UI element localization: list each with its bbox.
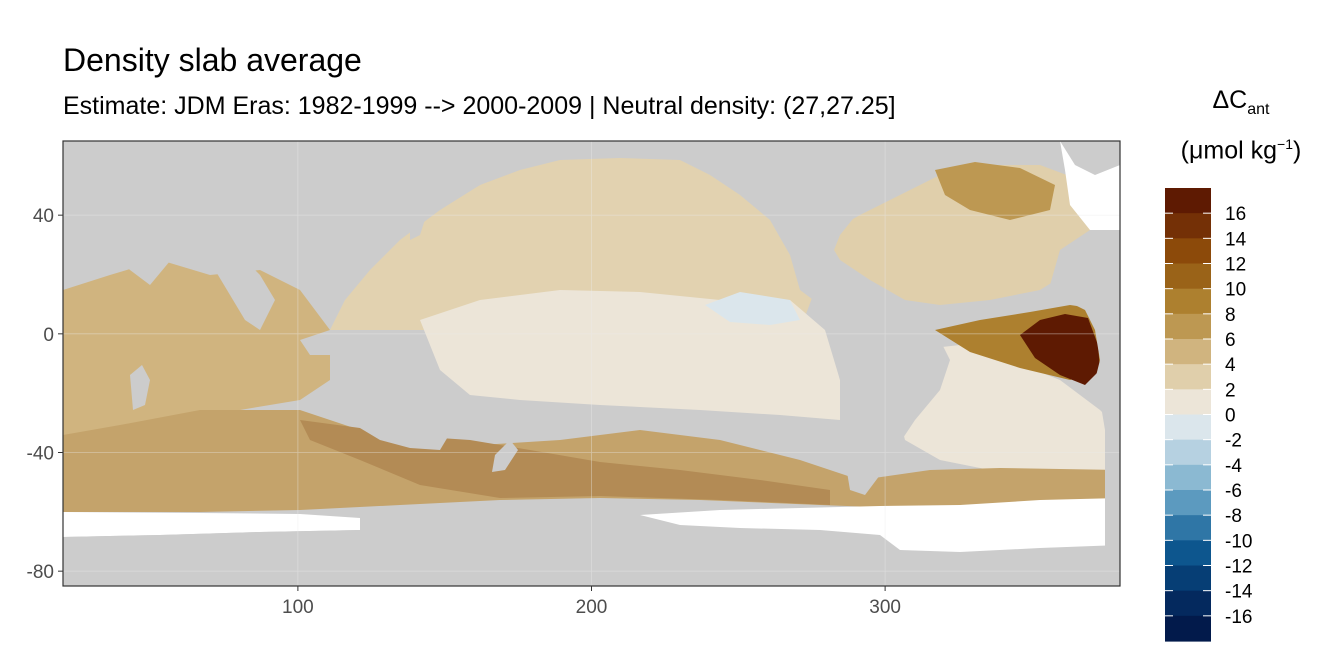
ocean-south-atlantic [895,345,1120,475]
legend-label: -10 [1225,531,1252,552]
legend-label: -6 [1225,481,1242,502]
legend-label: 10 [1225,280,1246,301]
land-asia [290,141,560,300]
legend-label: 16 [1225,204,1246,225]
legend-color-swatch [1165,313,1211,340]
ocean-eastern-tropical-atlantic [1020,314,1100,385]
y-tick-label: -40 [27,444,54,465]
x-tick-label: 200 [576,597,608,618]
legend-color-swatch [1165,288,1211,315]
chart-title: Density slab average [63,42,362,78]
legend-color-swatch [1165,263,1211,290]
legend-label: 4 [1225,355,1236,376]
legend-label: 12 [1225,255,1246,276]
legend-label: 8 [1225,305,1236,326]
legend-label: -14 [1225,582,1253,603]
legend-color-swatch [1165,490,1211,516]
land-africa-west [63,141,370,290]
legend-color-swatch [1165,364,1211,390]
ocean-eastern-pacific-negative [705,292,800,325]
land-new-zealand [492,440,518,472]
ocean-labrador-sea [935,162,1055,220]
antarctic-nodata-west [63,512,360,537]
land-south-america [830,300,950,495]
map-panel [63,141,1120,586]
legend-color-swatch [1165,213,1211,239]
legend-color-swatch [1165,238,1211,265]
legend-color-swatch [1165,414,1211,441]
land-north-america [600,141,1060,305]
x-tick-label: 100 [282,597,314,618]
land-indonesia [300,330,430,362]
y-tick-label: 0 [43,325,54,346]
legend-label: 14 [1225,229,1247,250]
land-antarctica [63,530,1120,586]
ocean-equatorial-pacific [420,290,840,420]
land-europe-africa-east [1050,230,1120,586]
land-australia [340,365,455,450]
land-madagascar [130,365,150,410]
antarctic-nodata-east [640,498,1120,552]
legend-color-swatch [1165,615,1211,642]
legend-color-swatch [1165,590,1211,617]
legend-label: -8 [1225,506,1242,527]
legend-label: -2 [1225,431,1242,452]
chart-subtitle: Estimate: JDM Eras: 1982-1999 --> 2000-2… [63,92,896,120]
legend-color-swatch [1165,565,1211,592]
legend-unit: (μmol kg−1) [1180,136,1302,165]
legend-label: -12 [1225,557,1252,578]
legend-label: 2 [1225,380,1236,401]
legend-color-swatch [1165,188,1211,214]
legend-label: -16 [1225,607,1252,628]
land-greenland [1060,141,1120,175]
x-tick-label: 300 [869,597,901,618]
y-tick-label: 40 [33,206,54,227]
land-arabia-india [215,255,275,330]
legend-label: 6 [1225,330,1236,351]
legend-title: ΔCant [1212,86,1270,118]
land-japan [410,200,428,240]
legend-color-swatch [1165,540,1211,567]
legend-color-swatch [1165,389,1211,416]
ocean-north-pacific [330,158,815,330]
color-legend: 16 14 12 10 8 6 4 2 0 -2 -4 -6 -8 -10 -12 -14 -16 [1165,188,1253,642]
legend-label: -4 [1225,456,1242,477]
y-tick-label: -80 [27,562,54,583]
grid-lines [63,141,1120,586]
legend-label: 0 [1225,406,1236,427]
legend-color-swatch [1165,439,1211,466]
legend-color-swatch [1165,464,1211,491]
legend-color-swatch [1165,515,1211,541]
legend-color-swatch [1165,339,1211,365]
